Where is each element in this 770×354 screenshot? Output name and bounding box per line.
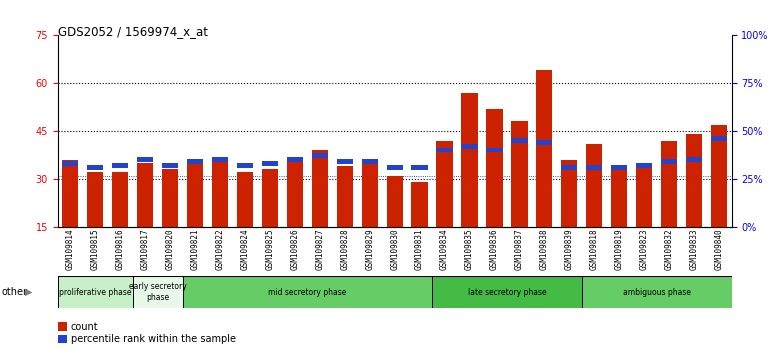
Bar [636, 163, 652, 168]
Bar [586, 165, 602, 170]
Bar [162, 169, 178, 227]
Bar [461, 144, 477, 149]
Bar [511, 121, 527, 227]
Bar [137, 163, 153, 227]
Bar [711, 136, 727, 141]
Bar [132, 276, 182, 308]
Bar [286, 157, 303, 162]
Bar [586, 144, 602, 227]
Bar [237, 172, 253, 227]
Bar [162, 163, 178, 168]
Bar [187, 163, 203, 227]
Bar [536, 70, 552, 227]
Text: percentile rank within the sample: percentile rank within the sample [71, 334, 236, 344]
Bar [711, 125, 727, 227]
Bar [182, 276, 432, 308]
Bar [362, 159, 378, 164]
Bar [437, 141, 453, 227]
Text: ▶: ▶ [25, 287, 33, 297]
Text: ambiguous phase: ambiguous phase [623, 287, 691, 297]
Bar [262, 169, 278, 227]
Bar [686, 134, 702, 227]
Bar [432, 276, 582, 308]
Bar [312, 153, 328, 158]
Text: GDS2052 / 1569974_x_at: GDS2052 / 1569974_x_at [58, 25, 208, 38]
Bar [336, 159, 353, 164]
Bar [561, 160, 578, 227]
Bar [487, 109, 503, 227]
Bar [561, 165, 578, 170]
Bar [411, 165, 427, 170]
Bar [137, 157, 153, 162]
Bar [62, 160, 79, 227]
Bar [611, 165, 628, 170]
Bar [437, 148, 453, 153]
Bar [312, 150, 328, 227]
Bar [611, 169, 628, 227]
Bar [336, 166, 353, 227]
Bar [62, 161, 79, 166]
Bar [286, 160, 303, 227]
Bar [112, 163, 129, 168]
Bar [387, 165, 403, 170]
Bar [212, 160, 228, 227]
Bar [686, 157, 702, 162]
Bar [58, 276, 132, 308]
Bar [661, 141, 678, 227]
Text: proliferative phase: proliferative phase [59, 287, 132, 297]
Bar [187, 159, 203, 164]
Bar [411, 182, 427, 227]
Text: mid secretory phase: mid secretory phase [268, 287, 346, 297]
Bar [582, 276, 732, 308]
Text: early secretory
phase: early secretory phase [129, 282, 186, 302]
Text: count: count [71, 322, 99, 332]
Bar [387, 176, 403, 227]
Bar [636, 166, 652, 227]
Bar [487, 148, 503, 153]
Bar [536, 140, 552, 145]
Text: other: other [2, 287, 28, 297]
Bar [661, 159, 678, 164]
Bar [511, 138, 527, 143]
Bar [461, 93, 477, 227]
Bar [362, 163, 378, 227]
Bar [87, 172, 103, 227]
Bar [112, 172, 129, 227]
Bar [237, 163, 253, 168]
Bar [262, 161, 278, 166]
Bar [212, 157, 228, 162]
Bar [87, 165, 103, 170]
Text: late secretory phase: late secretory phase [467, 287, 546, 297]
